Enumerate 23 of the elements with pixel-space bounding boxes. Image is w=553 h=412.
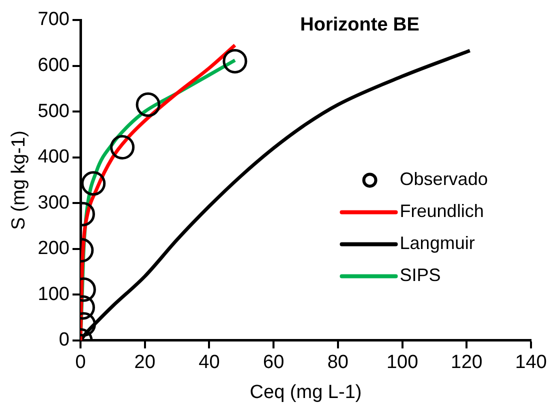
x-tick-label: 60 bbox=[263, 352, 284, 374]
legend-label: SIPS bbox=[400, 265, 441, 286]
legend-label: Langmuir bbox=[400, 233, 475, 254]
x-tick-label: 40 bbox=[198, 352, 220, 374]
y-tick-label: 0 bbox=[58, 330, 70, 351]
y-tick-label: 300 bbox=[38, 192, 70, 214]
y-tick-label: 500 bbox=[38, 100, 70, 122]
x-tick-label: 120 bbox=[450, 352, 482, 374]
legend-label: Freundlich bbox=[400, 201, 484, 222]
legend-label: Observado bbox=[400, 169, 488, 190]
y-tick-label: 200 bbox=[38, 238, 70, 260]
x-tick-label: 80 bbox=[327, 352, 348, 374]
y-tick-label: 600 bbox=[38, 55, 70, 76]
x-axis-title: Ceq (mg L-1) bbox=[250, 382, 362, 403]
x-tick-label: 0 bbox=[75, 352, 86, 374]
chart-title: Horizonte BE bbox=[300, 14, 420, 36]
y-tick-label: 100 bbox=[38, 284, 70, 305]
x-tick-label: 20 bbox=[134, 352, 156, 374]
x-tick-label: 140 bbox=[515, 352, 547, 374]
y-axis-title: S (mg kg-1) bbox=[8, 130, 30, 230]
y-tick-label: 700 bbox=[38, 9, 70, 30]
y-tick-label: 400 bbox=[38, 146, 70, 168]
x-tick-label: 100 bbox=[386, 352, 418, 374]
